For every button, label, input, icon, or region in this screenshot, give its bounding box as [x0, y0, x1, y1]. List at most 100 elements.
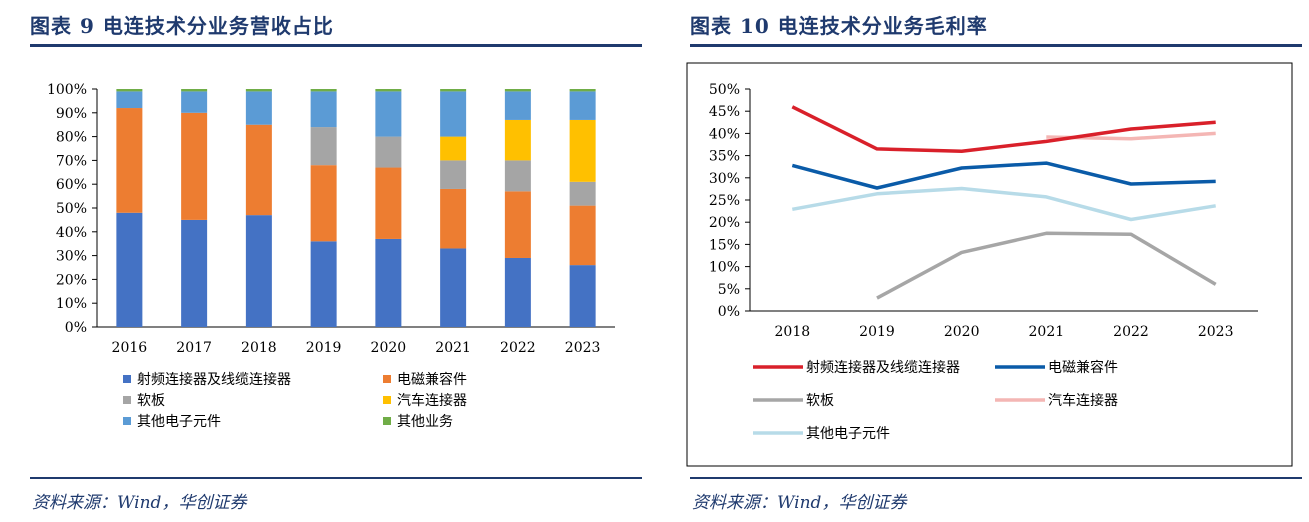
- bar-segment: [245, 91, 272, 125]
- bar-x-tick-label: 2018: [241, 340, 277, 356]
- bar-legend-label: 射频连接器及线缆连接器: [137, 371, 291, 388]
- left-figure-title: 图表 9 电连技术分业务营收占比: [30, 14, 334, 38]
- bar-segment: [504, 191, 531, 258]
- line-y-tick-label: 30%: [709, 171, 740, 187]
- bar-segment: [116, 91, 143, 109]
- bar-segment: [310, 91, 337, 128]
- bar-segment: [569, 265, 596, 327]
- line-series: [791, 105, 1216, 153]
- bar-segment: [181, 112, 208, 220]
- bar-segment: [310, 241, 337, 327]
- bar-legend-label: 其他电子元件: [137, 414, 221, 430]
- bar-segment: [375, 167, 402, 239]
- bar-legend-swatch: [123, 417, 131, 425]
- bar-y-tick-label: 30%: [56, 249, 87, 265]
- bar-segment: [245, 89, 272, 92]
- bar-segment: [569, 91, 596, 120]
- bar-x-tick-label: 2022: [500, 340, 536, 356]
- line-x-tick-label: 2019: [859, 324, 895, 340]
- bar-segment: [116, 89, 143, 92]
- bar-legend-label: 软板: [137, 393, 165, 409]
- bar-x-tick-label: 2017: [176, 340, 212, 356]
- line-y-tick-label: 0%: [718, 304, 740, 320]
- right-figure-panel: 图表 10 电连技术分业务毛利率 0% 5% 10% 15% 20% 25% 30% 35% 4…: [660, 0, 1309, 522]
- bar-segment: [245, 215, 272, 327]
- bar-y-tick-label: 10%: [56, 296, 87, 312]
- bar-segment: [504, 89, 531, 92]
- bar-y-tick-label: 0%: [65, 320, 87, 336]
- line-legend-label: 软板: [806, 393, 834, 409]
- bar-segment: [504, 160, 531, 192]
- bar-legend-label: 汽车连接器: [397, 392, 467, 409]
- line-x-tick-label: 2018: [775, 324, 811, 340]
- bar-segment: [504, 119, 531, 161]
- line-y-tick-label: 15%: [709, 237, 740, 253]
- bar-segment: [375, 91, 402, 137]
- line-y-tick-label: 45%: [709, 104, 740, 120]
- bar-segment: [310, 165, 337, 242]
- bar-segment: [440, 188, 467, 249]
- bar-segment: [181, 91, 208, 113]
- line-x-tick-label: 2023: [1198, 324, 1234, 340]
- bar-segment: [310, 89, 337, 92]
- bar-legend-swatch: [383, 375, 391, 383]
- bar-y-tick-label: 50%: [56, 201, 87, 217]
- left-source-rule: [30, 477, 642, 479]
- bar-segment: [504, 91, 531, 120]
- line-series: [791, 161, 1216, 190]
- bar-segment: [440, 248, 467, 327]
- line-legend-label: 射频连接器及线缆连接器: [806, 359, 960, 376]
- left-source-note: 资料来源：Wind，华创证券: [32, 493, 247, 513]
- line-chart: 0% 5% 10% 15% 20% 25% 30% 35% 40% 45% 50% 2018 2019 2…: [686, 62, 1293, 467]
- line-legend-label: 电磁兼容件: [1048, 359, 1118, 376]
- bar-y-tick-label: 40%: [56, 225, 87, 241]
- bar-segment: [116, 108, 143, 213]
- bar-y-tick-label: 100%: [47, 82, 87, 98]
- line-x-tick-label: 2021: [1029, 324, 1065, 340]
- line-chart-frame: [686, 62, 1293, 467]
- line-y-tick-label: 35%: [709, 149, 740, 165]
- bar-segment: [375, 89, 402, 92]
- line-series: [876, 231, 1217, 300]
- bar-segment: [181, 89, 208, 92]
- bar-y-tick-label: 90%: [56, 106, 87, 122]
- line-legend-label: 汽车连接器: [1048, 392, 1118, 409]
- bar-segment: [181, 219, 208, 327]
- bar-x-tick-label: 2023: [565, 340, 601, 356]
- bar-x-tick-label: 2021: [435, 340, 471, 356]
- bar-segment: [440, 89, 467, 92]
- line-y-tick-label: 25%: [709, 193, 740, 209]
- bar-x-tick-label: 2016: [112, 340, 148, 356]
- left-title-rule: [30, 44, 642, 47]
- bar-legend-swatch: [123, 375, 131, 383]
- right-title-rule: [690, 44, 1302, 47]
- bar-segment: [569, 89, 596, 92]
- line-x-tick-label: 2020: [944, 324, 980, 340]
- bar-segment: [116, 212, 143, 327]
- bar-segment: [245, 124, 272, 216]
- line-x-tick-label: 2022: [1113, 324, 1149, 340]
- bar-y-tick-label: 20%: [56, 272, 87, 288]
- bar-segment: [440, 136, 467, 161]
- line-y-tick-label: 5%: [718, 282, 740, 298]
- bar-segment: [440, 91, 467, 137]
- line-y-tick-label: 20%: [709, 215, 740, 231]
- bar-segment: [375, 136, 402, 168]
- line-y-tick-label: 10%: [709, 260, 740, 276]
- bar-y-tick-label: 80%: [56, 130, 87, 146]
- line-series: [791, 186, 1216, 222]
- bar-legend-swatch: [123, 396, 131, 404]
- line-legend-label: 其他电子元件: [806, 426, 890, 442]
- stacked-bar-chart: 0% 10% 20% 30% 40% 50% 60% 70% 80% 90% 100% 2016 201…: [47, 82, 615, 430]
- bar-y-tick-label: 70%: [56, 153, 87, 169]
- bar-legend-swatch: [383, 396, 391, 404]
- bar-legend-swatch: [383, 417, 391, 425]
- bar-segment: [569, 181, 596, 206]
- bar-legend-label: 电磁兼容件: [397, 371, 467, 388]
- line-y-tick-label: 50%: [709, 82, 740, 98]
- right-source-note: 资料来源：Wind，华创证券: [692, 493, 907, 513]
- bar-x-tick-label: 2020: [371, 340, 407, 356]
- bar-legend-label: 其他业务: [397, 414, 453, 430]
- left-figure-panel: 图表 9 电连技术分业务营收占比 0% 10% 20% 30% 40% 50% 60% 70%…: [0, 0, 650, 522]
- bar-segment: [569, 119, 596, 182]
